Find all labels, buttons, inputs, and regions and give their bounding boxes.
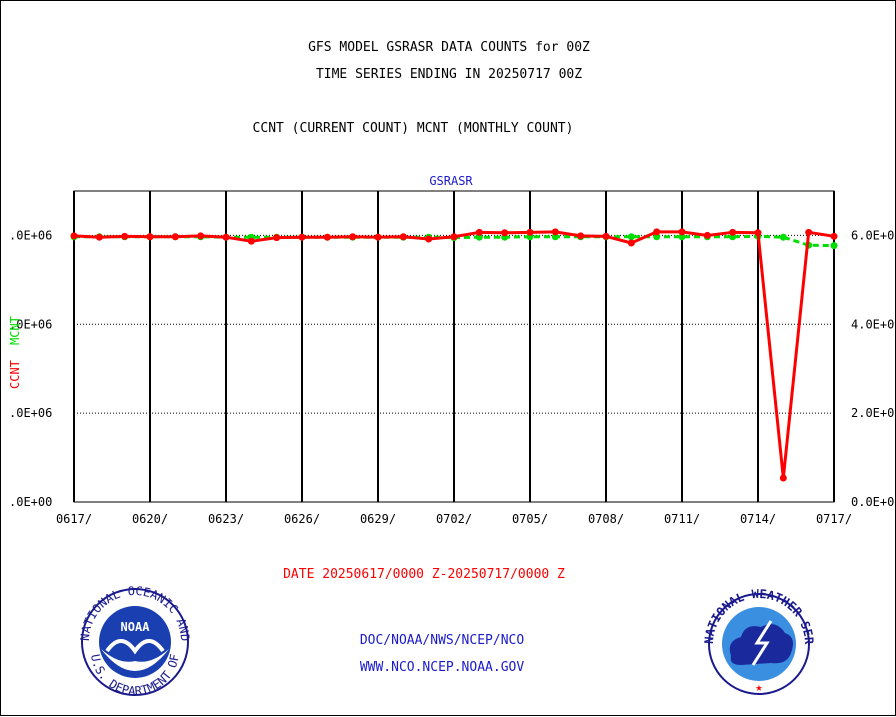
data-point-ccnt <box>70 232 78 240</box>
data-point-ccnt <box>171 233 179 241</box>
data-point-ccnt <box>602 232 610 240</box>
y-tick-label-right: 4.0E+0 <box>851 317 894 331</box>
chart-title-line-1: GFS MODEL GSRASR DATA COUNTS for 00Z <box>308 40 590 55</box>
nws-star-icon: ★ <box>755 680 762 694</box>
x-tick-label: 0708/ <box>588 512 624 526</box>
data-point-mcnt <box>627 233 635 241</box>
data-point-ccnt <box>526 228 534 236</box>
data-point-ccnt <box>450 233 458 241</box>
y-tick-label-left: .0E+00 <box>9 495 52 509</box>
data-point-ccnt <box>627 239 635 247</box>
y-axis-label-mcnt: MCNT <box>8 316 22 345</box>
data-point-ccnt <box>298 233 306 241</box>
data-point-ccnt <box>551 228 559 236</box>
data-point-ccnt <box>273 234 281 242</box>
noaa-logo-text: NOAA <box>121 620 151 634</box>
series-layer <box>70 228 838 482</box>
data-point-ccnt <box>779 474 787 482</box>
data-point-ccnt <box>830 232 838 240</box>
data-point-ccnt <box>323 233 331 241</box>
x-tick-label: 0711/ <box>664 512 700 526</box>
footer-website-link[interactable]: WWW.NCO.NCEP.NOAA.GOV <box>359 660 525 675</box>
data-point-ccnt <box>349 233 357 241</box>
x-tick-label: 0617/ <box>56 512 92 526</box>
data-point-ccnt <box>247 237 255 245</box>
data-point-mcnt <box>551 233 559 241</box>
y-tick-label-right: 6.0E+0 <box>851 228 894 242</box>
data-point-ccnt <box>374 233 382 241</box>
y-tick-label-left: .0E+06 <box>9 406 52 420</box>
data-point-ccnt <box>678 228 686 236</box>
data-point-ccnt <box>121 232 129 240</box>
data-point-ccnt <box>222 233 230 241</box>
data-point-ccnt <box>95 233 103 241</box>
y-axis-label-ccnt: CCNT <box>8 360 22 389</box>
data-point-ccnt <box>653 228 661 236</box>
data-point-ccnt <box>577 232 585 240</box>
data-point-ccnt <box>399 233 407 241</box>
y-tick-label-right: 2.0E+0 <box>851 406 894 420</box>
data-point-ccnt <box>729 228 737 236</box>
y-tick-label-left: .0E+06 <box>9 228 52 242</box>
data-point-ccnt <box>146 233 154 241</box>
data-point-ccnt <box>197 232 205 240</box>
data-point-ccnt <box>805 228 813 236</box>
data-point-ccnt <box>475 228 483 236</box>
x-axis-label: DATE 20250617/0000 Z-20250717/0000 Z <box>283 567 565 582</box>
x-tick-label: 0702/ <box>436 512 472 526</box>
x-tick-label: 0717/ <box>816 512 852 526</box>
data-point-mcnt <box>830 242 838 250</box>
nws-ring-text: NATIONAL WEATHER SERVICE <box>1 1 816 645</box>
plot-grid <box>73 190 835 503</box>
data-point-ccnt <box>501 229 509 237</box>
data-point-ccnt <box>703 231 711 239</box>
data-point-mcnt <box>678 233 686 241</box>
x-tick-label: 0626/ <box>284 512 320 526</box>
data-point-mcnt <box>653 233 661 241</box>
data-point-mcnt <box>779 233 787 241</box>
data-point-ccnt <box>754 229 762 237</box>
chart-subtitle: GSRASR <box>429 174 473 188</box>
x-tick-label: 0705/ <box>512 512 548 526</box>
footer-org-line: DOC/NOAA/NWS/NCEP/NCO <box>359 633 525 648</box>
x-tick-label: 0623/ <box>208 512 244 526</box>
x-tick-label: 0629/ <box>360 512 396 526</box>
data-point-mcnt <box>475 233 483 241</box>
y-tick-label-right: 0.0E+0 <box>851 495 894 509</box>
chart-title-line-2: TIME SERIES ENDING IN 20250717 00Z <box>315 67 583 82</box>
x-tick-label: 0620/ <box>132 512 168 526</box>
y-tick-label-left: .0E+06 <box>9 317 52 331</box>
axis-labels: 0617/0620/0623/0626/0629/0702/0705/0708/… <box>8 174 894 526</box>
chart-title-line-3: CCNT (CURRENT COUNT) MCNT (MONTHLY COUNT… <box>252 121 574 136</box>
x-tick-label: 0714/ <box>740 512 776 526</box>
data-point-ccnt <box>425 235 433 243</box>
